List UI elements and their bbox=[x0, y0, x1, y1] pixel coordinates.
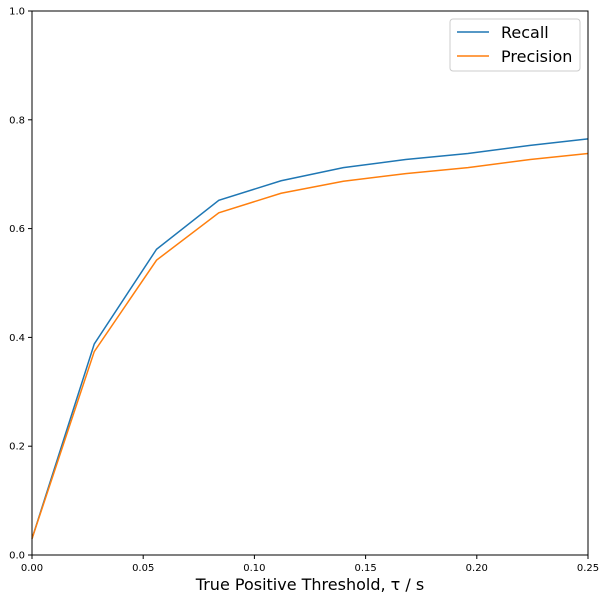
series-line-precision bbox=[31, 152, 589, 539]
x-axis-label: True Positive Threshold, τ / s bbox=[195, 575, 424, 594]
legend-label-precision: Precision bbox=[501, 47, 572, 66]
y-tick-label: 0.0 bbox=[9, 551, 25, 562]
x-tick-label: 0.25 bbox=[577, 563, 599, 574]
x-tick-label: 0.05 bbox=[132, 563, 154, 574]
plot-frame bbox=[31, 10, 589, 556]
x-tick-label: 0.10 bbox=[243, 563, 265, 574]
x-tick-label: 0.15 bbox=[354, 563, 376, 574]
x-tick-label: 0.20 bbox=[466, 563, 488, 574]
legend-label-recall: Recall bbox=[501, 23, 549, 42]
y-tick-label: 0.4 bbox=[9, 333, 25, 344]
x-tick-label: 0.00 bbox=[21, 563, 43, 574]
series-line-recall bbox=[31, 138, 589, 539]
y-tick-label: 0.6 bbox=[9, 224, 25, 235]
y-tick-label: 1.0 bbox=[9, 7, 25, 18]
y-tick-label: 0.2 bbox=[9, 442, 25, 453]
ticks-layer: 0.00 0.05 0.10 0.15 0.20 0.25 0.0 0.2 0.4 0.6 0.8 1… bbox=[9, 7, 599, 575]
y-tick-label: 0.8 bbox=[9, 115, 25, 126]
legend: Recall Precision bbox=[449, 18, 581, 72]
series-layer bbox=[31, 138, 589, 539]
